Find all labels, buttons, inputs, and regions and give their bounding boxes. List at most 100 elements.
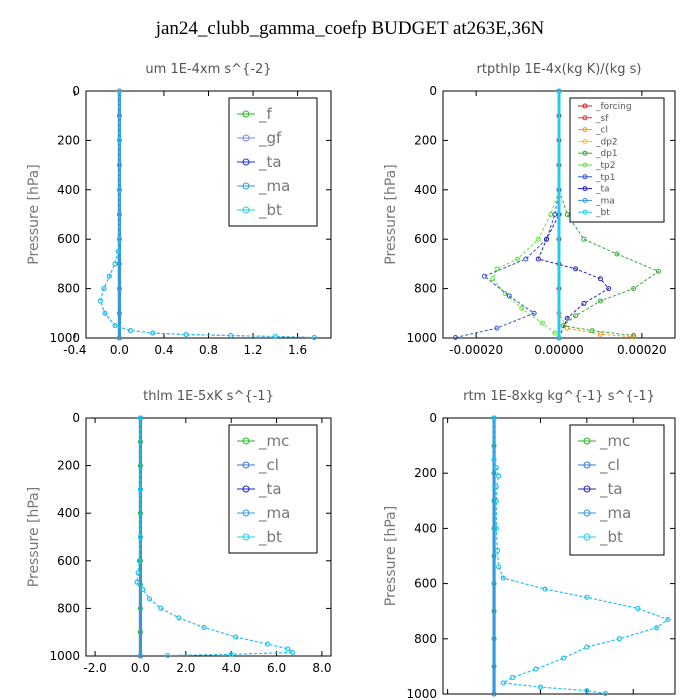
data-point: [589, 328, 595, 334]
series-line: [537, 91, 610, 339]
legend-marker: [582, 115, 588, 121]
legend-label: _bt: [258, 201, 282, 220]
y-axis-label: Pressure [hPa]: [26, 487, 42, 587]
data-point: [564, 315, 570, 321]
legend-marker: [242, 206, 250, 214]
legend-box: [569, 97, 665, 223]
data-point: [535, 256, 541, 262]
x-tick-label: -0.4: [63, 343, 86, 357]
data-point: [506, 293, 512, 299]
data-point: [493, 498, 499, 504]
data-point: [97, 298, 103, 304]
data-point: [500, 680, 506, 686]
y-axis-label: Pressure [hPa]: [383, 506, 399, 606]
data-point: [631, 333, 637, 339]
y-tick-label: 600: [414, 232, 437, 246]
y-tick-label: 200: [414, 133, 437, 147]
data-point: [150, 330, 156, 336]
legend-marker: [582, 103, 588, 109]
legend-marker: [582, 186, 588, 192]
data-point: [581, 300, 587, 306]
data-point: [137, 653, 143, 659]
legend-label: _dp2: [595, 137, 618, 147]
data-point: [584, 688, 590, 694]
legend: _mc _cl _ta _ma _bt: [569, 424, 665, 556]
legend-marker: [582, 127, 588, 133]
y-tick-label: 1000: [49, 331, 80, 345]
data-point: [533, 666, 539, 672]
data-point: [452, 335, 458, 341]
y-tick-label: 0: [429, 84, 437, 98]
y-tick-label: 0: [429, 411, 437, 425]
x-tick-label: 0.8: [199, 343, 218, 357]
data-point: [481, 273, 487, 279]
legend-marker: [242, 437, 250, 445]
data-point: [500, 575, 506, 581]
legend-label: _bt: [258, 528, 282, 547]
data-point: [264, 641, 270, 647]
legend-label: _cl: [258, 456, 279, 475]
y-tick-label: 1000: [406, 687, 437, 700]
y-tick-label: 200: [57, 133, 80, 147]
y-tick-label: 400: [414, 521, 437, 535]
data-point: [535, 236, 541, 242]
data-point: [493, 484, 499, 490]
data-point: [490, 276, 496, 282]
data-point: [531, 310, 537, 316]
data-point: [502, 291, 508, 297]
data-point: [614, 251, 620, 257]
data-point: [496, 473, 502, 479]
panel-1: um 1E-4xm s^{-2} Pressure [hPa] 0 200 400 600…: [26, 62, 332, 357]
y-axis-label: Pressure [hPa]: [383, 164, 399, 264]
data-point: [491, 456, 497, 462]
data-point: [228, 333, 234, 339]
data-point: [493, 525, 499, 531]
panel-2: rtpthlp 1E-4x(kg K)/(kg s) Pressure [hPa]…: [383, 62, 676, 357]
data-point: [655, 268, 661, 274]
data-point: [635, 605, 641, 611]
legend-label: _ma: [258, 177, 290, 196]
data-point: [537, 684, 543, 690]
data-point: [523, 256, 529, 262]
data-point: [564, 212, 570, 217]
legend-label: _bt: [599, 528, 623, 547]
legend-marker: [242, 509, 250, 517]
data-point: [544, 236, 550, 242]
data-point: [494, 266, 500, 272]
legend-marker: [583, 437, 591, 445]
x-tick-label: 1.6: [288, 343, 307, 357]
series-line: [492, 91, 560, 334]
legend-label: _sf: [595, 114, 609, 124]
data-point: [272, 334, 278, 340]
legend-label: _ta: [599, 480, 623, 499]
panel-4: rtm 1E-8xkg kg^{-1} s^{-1} Pressure [hPa]…: [383, 389, 676, 700]
legend-marker: [583, 509, 591, 517]
y-tick-label: 400: [57, 506, 80, 520]
legend-marker: [582, 174, 588, 180]
data-point: [496, 564, 502, 570]
legend-marker: [583, 533, 591, 541]
data-point: [491, 691, 497, 697]
x-tick-label: 0.0: [131, 661, 150, 675]
y-axis-label: Pressure [hPa]: [26, 164, 42, 264]
data-point: [137, 415, 143, 421]
legend-marker: [242, 158, 250, 166]
data-point: [102, 310, 108, 316]
data-point: [116, 187, 122, 193]
legend-label: _f: [258, 105, 273, 124]
data-point: [556, 335, 562, 341]
data-point: [136, 558, 142, 564]
legend-box: [569, 424, 665, 556]
legend-label: _ma: [258, 504, 290, 523]
x-tick-label: 0.4: [154, 343, 173, 357]
x-tick-label: 0.0: [110, 343, 129, 357]
legend-marker: [582, 138, 588, 144]
x-tick-label: 8.0: [312, 661, 331, 675]
data-point: [510, 674, 516, 680]
legend-marker: [583, 485, 591, 493]
data-point: [602, 690, 608, 696]
legend-label: _cl: [595, 126, 608, 136]
y-tick-label: 800: [414, 632, 437, 646]
data-point: [653, 625, 659, 631]
data-point: [573, 313, 579, 319]
